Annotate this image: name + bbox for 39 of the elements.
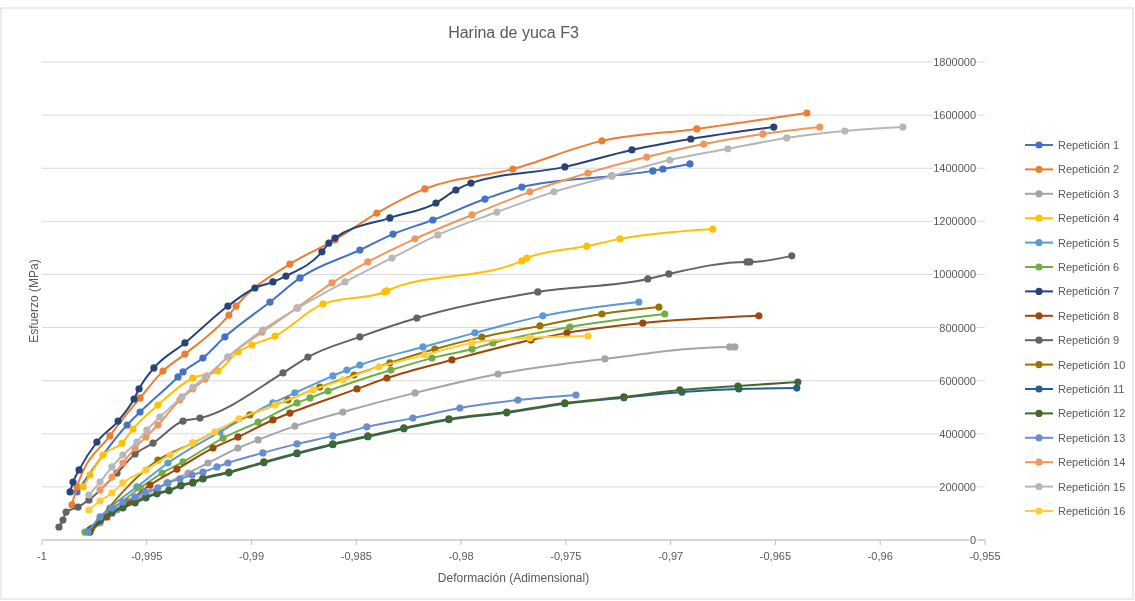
y-tick-label: 800000: [939, 321, 976, 334]
legend-label: Repetición 12: [1058, 407, 1126, 420]
x-tick-label: -0,96: [867, 550, 893, 562]
legend-label: Repetición 7: [1058, 285, 1120, 298]
legend-label: Repetición 5: [1058, 236, 1120, 249]
x-tick-label: -0,97: [658, 550, 684, 562]
y-tick-label: 0: [969, 534, 976, 546]
x-axis-title: Deformación (Adimensional): [437, 571, 590, 585]
y-tick-label: 1000000: [933, 268, 976, 281]
x-tick-label: -0,975: [550, 550, 582, 562]
legend-label: Repetición 16: [1058, 505, 1126, 517]
y-tick-label: 1800000: [933, 56, 976, 68]
x-tick-label: -0,99: [239, 550, 265, 562]
legend-label: Repetición 14: [1058, 456, 1126, 469]
x-tick-label: -0,98: [448, 550, 474, 562]
legend-label: Repetición 2: [1058, 163, 1120, 176]
y-tick-label: 200000: [939, 480, 976, 493]
legend-label: Repetición 9: [1058, 334, 1120, 347]
x-tick-label: -1: [37, 550, 47, 562]
legend-label: Repetición 4: [1058, 212, 1120, 225]
legend-label: Repetición 15: [1058, 480, 1126, 493]
legend-label: Repetición 10: [1058, 358, 1126, 371]
legend-label: Repetición 6: [1058, 261, 1120, 273]
x-tick-label: -0,985: [340, 550, 372, 562]
legend-label: Repetición 11: [1058, 383, 1125, 395]
y-tick-label: 1600000: [933, 109, 976, 122]
legend-label: Repetición 8: [1058, 309, 1120, 322]
x-tick-label: -0,995: [131, 550, 163, 562]
legend-label: Repetición 3: [1058, 187, 1120, 200]
y-tick-label: 400000: [939, 427, 976, 440]
legend-label: Repetición 1: [1058, 139, 1120, 151]
legend-label: Repetición 13: [1058, 431, 1126, 444]
chart-title: Harina de yuca F3: [448, 24, 579, 41]
y-tick-label: 600000: [939, 374, 976, 387]
x-tick-label: -0,955: [969, 550, 1001, 562]
y-tick-label: 1200000: [933, 215, 976, 228]
x-tick-label: -0,965: [759, 550, 792, 562]
y-tick-label: 1400000: [933, 162, 976, 175]
y-axis-title: Esfuerzo (MPa): [27, 259, 41, 343]
